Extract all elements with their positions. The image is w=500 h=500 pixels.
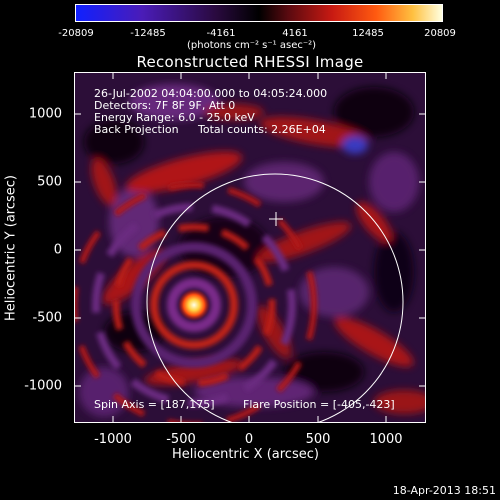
method-label: Back Projection bbox=[94, 123, 179, 136]
y-tick-label: 0 bbox=[53, 242, 62, 258]
flare-source bbox=[178, 289, 210, 321]
spin-axis-label: Spin Axis = [187,175] bbox=[94, 398, 215, 411]
plot-frame bbox=[74, 72, 426, 423]
colorbar-tick: 20809 bbox=[424, 28, 456, 39]
colorbar-tick: -20809 bbox=[58, 28, 94, 39]
colorbar-unit-label: (photons cm⁻² s⁻¹ asec⁻²) bbox=[187, 40, 317, 51]
colorbar bbox=[75, 4, 443, 22]
x-tick-label: -1000 bbox=[94, 432, 132, 447]
x-tick-label: 0 bbox=[244, 432, 254, 447]
y-tick-label: 1000 bbox=[28, 106, 62, 122]
footer-timestamp: 18-Apr-2013 18:51 bbox=[392, 484, 496, 497]
y-axis-label: Heliocentric Y (arcsec) bbox=[3, 175, 19, 321]
flare-position-label: Flare Position = [-405,-423] bbox=[243, 398, 395, 411]
colorbar-tick: -4161 bbox=[206, 28, 236, 39]
image-svg bbox=[74, 72, 426, 423]
x-tick-label: 1000 bbox=[369, 432, 403, 447]
plot-title: Reconstructed RHESSI Image bbox=[136, 53, 364, 71]
colorbar-tick: 12485 bbox=[352, 28, 384, 39]
total-counts-label: Total counts: 2.26E+04 bbox=[198, 123, 326, 136]
solar-limb-circle bbox=[146, 173, 404, 423]
y-tick-label: -1000 bbox=[24, 378, 62, 394]
x-tick-label: 500 bbox=[305, 432, 331, 447]
detectors-label: Detectors: 7F 8F 9F, Att 0 bbox=[94, 99, 236, 112]
y-tick-label: 500 bbox=[37, 174, 62, 190]
x-tick-label: -500 bbox=[166, 432, 196, 447]
time-range-label: 26-Jul-2002 04:04:00.000 to 04:05:24.000 bbox=[94, 87, 328, 100]
energy-range-label: Energy Range: 6.0 - 25.0 keV bbox=[94, 111, 255, 124]
spin-axis-marker bbox=[269, 212, 283, 226]
colorbar-tick: -12485 bbox=[130, 28, 166, 39]
rhessi-image bbox=[74, 72, 426, 423]
y-tick-label: -500 bbox=[32, 310, 62, 326]
x-axis-label: Heliocentric X (arcsec) bbox=[172, 447, 319, 462]
colorbar-tick: 4161 bbox=[282, 28, 308, 39]
